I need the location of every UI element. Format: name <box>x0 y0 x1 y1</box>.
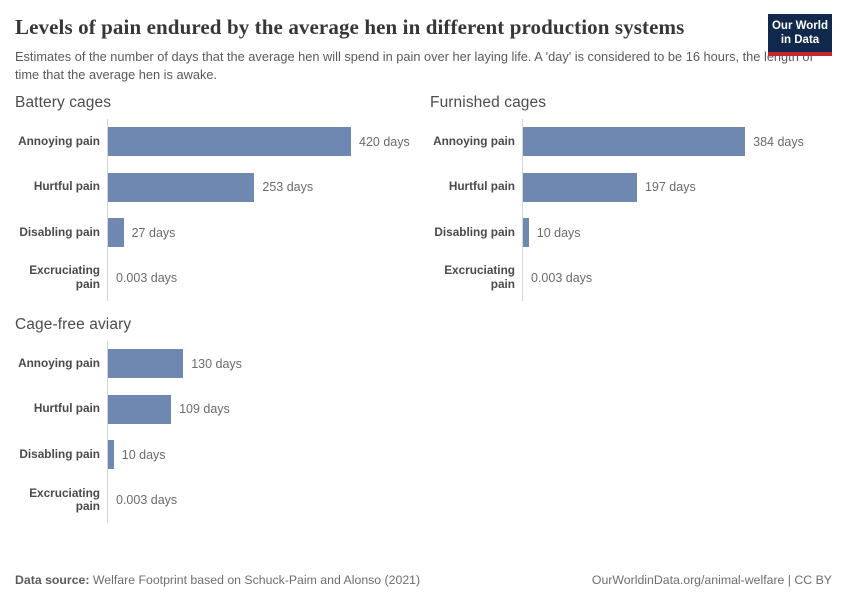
bar-area: 384 days <box>522 118 832 165</box>
data-source: Data source: Welfare Footprint based on … <box>15 573 420 587</box>
bar-row: Hurtful pain 109 days <box>15 386 430 432</box>
owid-logo: Our World in Data <box>768 14 832 56</box>
bar-area: 0.003 days <box>107 477 430 523</box>
bar-area: 109 days <box>107 386 430 432</box>
bar-area: 420 days <box>107 118 430 165</box>
value-label: 253 days <box>262 180 314 195</box>
chart-footer: Data source: Welfare Footprint based on … <box>15 573 832 587</box>
bar-area: 0.003 days <box>107 255 430 301</box>
bar-row: Excruciating pain 0.003 days <box>15 255 430 301</box>
bar-hurtful-pain[interactable] <box>523 172 637 202</box>
category-label: Hurtful pain <box>448 179 515 194</box>
bar-row: Disabling pain 10 days <box>430 209 832 256</box>
data-source-label: Data source: <box>15 573 90 587</box>
panel-rows: Annoying pain 130 days Hurtful pain 109 day… <box>15 340 430 523</box>
category-label: Hurtful pain <box>33 179 100 194</box>
panel-title: Cage-free aviary <box>15 315 132 333</box>
bar-area: 0.003 days <box>522 255 832 301</box>
category-label: Annoying pain <box>18 133 100 148</box>
bar-disabling-pain[interactable] <box>523 218 529 248</box>
value-label: 109 days <box>179 402 230 417</box>
bar-annoying-pain[interactable] <box>108 127 351 157</box>
panel-cage-free-aviary: Cage-free aviary Annoying pain 130 days Hur… <box>15 316 430 523</box>
category-label: Disabling pain <box>19 224 100 239</box>
attribution: OurWorldinData.org/animal-welfare | CC B… <box>591 573 832 587</box>
bar-row: Excruciating pain 0.003 days <box>430 255 832 301</box>
chart-header: Levels of pain endured by the average he… <box>15 14 832 84</box>
category-label: Excruciating pain <box>29 263 100 292</box>
owid-logo-line1: Our World <box>771 20 828 32</box>
bar-hurtful-pain[interactable] <box>108 394 172 424</box>
panel-furnished-cages: Furnished cages Annoying pain 384 days Hurt… <box>430 94 832 301</box>
panel-title: Battery cages <box>15 93 112 111</box>
value-label: 27 days <box>131 225 176 240</box>
panel-battery-cages: Battery cages Annoying pain 420 days Hurtfu… <box>15 94 430 301</box>
bar-row: Disabling pain 27 days <box>15 209 430 256</box>
bar-row: Hurtful pain 253 days <box>15 164 430 210</box>
bar-hurtful-pain[interactable] <box>108 172 255 202</box>
chart-subtitle: Estimates of the number of days that the… <box>15 48 814 82</box>
bar-area: 10 days <box>107 431 430 478</box>
owid-logo-line2: in Data <box>780 34 820 47</box>
panel-title: Furnished cages <box>430 93 547 111</box>
category-label: Excruciating pain <box>444 263 515 292</box>
category-label: Disabling pain <box>434 224 515 239</box>
category-label: Excruciating pain <box>29 485 100 514</box>
bar-row: Annoying pain 420 days <box>15 118 430 165</box>
bar-row: Excruciating pain 0.003 days <box>15 477 430 523</box>
value-label: 10 days <box>536 225 581 240</box>
chart-panels: Battery cages Annoying pain 420 days Hurtfu… <box>15 94 832 523</box>
category-label: Annoying pain <box>433 133 515 148</box>
value-label: 10 days <box>121 447 166 462</box>
bar-row: Disabling pain 10 days <box>15 431 430 478</box>
data-source-text: Welfare Footprint based on Schuck-Paim a… <box>89 573 421 587</box>
category-label: Disabling pain <box>19 446 100 461</box>
bar-row: Annoying pain 130 days <box>15 340 430 387</box>
category-label: Annoying pain <box>18 355 100 370</box>
bar-disabling-pain[interactable] <box>108 218 124 248</box>
category-label: Hurtful pain <box>33 401 100 416</box>
bar-area: 10 days <box>522 209 832 256</box>
bar-area: 130 days <box>107 340 430 387</box>
bar-area: 27 days <box>107 209 430 256</box>
panel-rows: Annoying pain 384 days Hurtful pain 197 day… <box>430 118 832 301</box>
bar-annoying-pain[interactable] <box>523 127 746 157</box>
value-label: 197 days <box>644 180 696 195</box>
bar-area: 253 days <box>107 164 430 210</box>
bar-row: Hurtful pain 197 days <box>430 164 832 210</box>
bar-area: 197 days <box>522 164 832 210</box>
bar-annoying-pain[interactable] <box>108 349 184 379</box>
value-label: 130 days <box>191 356 242 371</box>
value-label: 0.003 days <box>531 271 593 286</box>
value-label: 0.003 days <box>116 271 178 286</box>
value-label: 384 days <box>753 134 804 149</box>
panel-rows: Annoying pain 420 days Hurtful pain 253 day… <box>15 118 430 301</box>
value-label: 420 days <box>359 134 410 149</box>
value-label: 0.003 days <box>116 493 178 508</box>
chart-title: Levels of pain endured by the average he… <box>15 15 685 39</box>
bar-disabling-pain[interactable] <box>108 440 114 470</box>
bar-row: Annoying pain 384 days <box>430 118 832 165</box>
